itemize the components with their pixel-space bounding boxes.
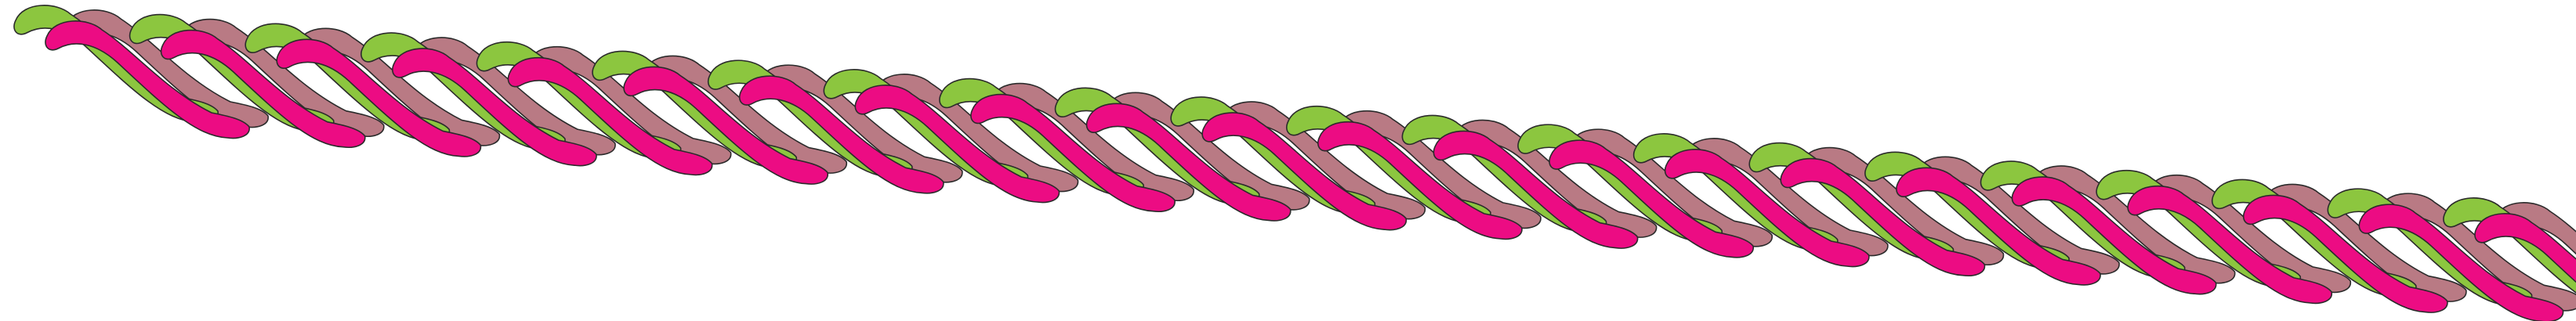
ribbon-4 bbox=[360, 32, 616, 167]
pink-strand bbox=[276, 38, 482, 157]
ribbon-6 bbox=[592, 50, 847, 185]
ribbon-19 bbox=[2096, 170, 2351, 305]
pink-strand bbox=[2474, 213, 2576, 283]
pink-strand bbox=[1201, 112, 1407, 231]
pink-strand bbox=[1780, 157, 1986, 276]
pink-strand bbox=[854, 85, 1060, 204]
pink-strand bbox=[1317, 121, 1523, 240]
pink-strand bbox=[2358, 204, 2564, 321]
ribbon-12 bbox=[1285, 106, 1542, 240]
pink-strand bbox=[1433, 130, 1639, 249]
ribbon-21 bbox=[2327, 188, 2576, 321]
pink-strand bbox=[1549, 139, 1754, 258]
pink-strand bbox=[1085, 103, 1292, 222]
pink-strand bbox=[623, 66, 828, 185]
pink-strand bbox=[2127, 186, 2332, 305]
pink-strand bbox=[160, 29, 366, 148]
pink-strand bbox=[507, 57, 713, 176]
pink-strand bbox=[392, 48, 597, 167]
pink-strand bbox=[2011, 176, 2217, 295]
ribbon-15 bbox=[1632, 133, 1889, 268]
ribbon-2 bbox=[129, 13, 385, 148]
ribbon-20 bbox=[2211, 179, 2467, 313]
pink-strand bbox=[1896, 167, 2101, 286]
pink-strand bbox=[738, 75, 944, 194]
pink-strand bbox=[1664, 149, 1870, 268]
ribbon-13 bbox=[1401, 114, 1658, 249]
ribbon-7 bbox=[707, 60, 963, 194]
ribbon-18 bbox=[1980, 160, 2236, 295]
ribbon-11 bbox=[1170, 96, 1426, 231]
ribbon-band bbox=[13, 5, 2576, 321]
ribbon-8 bbox=[823, 69, 1079, 204]
ribbon-10 bbox=[1054, 87, 1310, 222]
ribbon-17 bbox=[1864, 151, 2120, 286]
ribbon-9 bbox=[939, 78, 1194, 212]
ribbon-16 bbox=[1748, 142, 2005, 276]
ribbon-22 bbox=[2443, 197, 2576, 294]
pink-strand bbox=[2242, 194, 2448, 313]
ribbon-3 bbox=[245, 23, 501, 157]
pink-strand bbox=[45, 20, 250, 139]
pink-strand bbox=[970, 93, 1176, 212]
ribbon-5 bbox=[476, 41, 732, 176]
ribbon-1 bbox=[13, 5, 269, 139]
ribbon-14 bbox=[1517, 124, 1773, 258]
